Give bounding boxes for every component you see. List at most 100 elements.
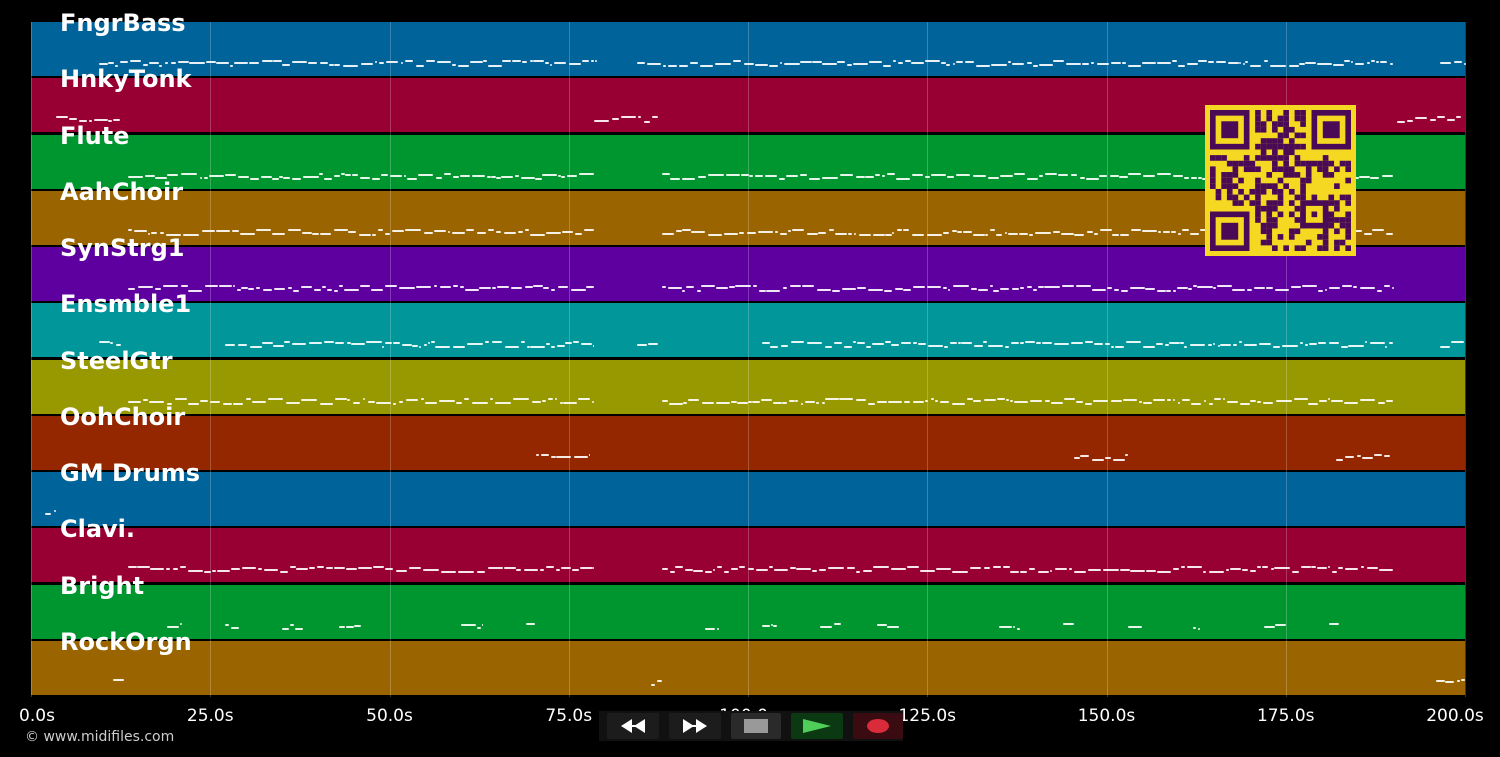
note bbox=[1439, 346, 1450, 349]
note bbox=[733, 60, 742, 62]
note bbox=[558, 286, 569, 288]
track-gm-drums[interactable]: GM Drums bbox=[31, 459, 1465, 526]
note bbox=[1182, 228, 1190, 231]
piano-roll[interactable]: FngrBass HnkyTonk Flute AahChoir SynStrg1 Ens… bbox=[31, 9, 1466, 697]
note bbox=[900, 342, 912, 345]
note bbox=[687, 398, 699, 401]
note bbox=[272, 232, 285, 235]
note bbox=[1184, 346, 1188, 349]
track-clavi-[interactable]: Clavi. bbox=[31, 515, 1465, 583]
note bbox=[962, 230, 972, 233]
note bbox=[789, 399, 795, 402]
note bbox=[391, 229, 404, 232]
note bbox=[885, 233, 892, 236]
note bbox=[876, 400, 888, 403]
note bbox=[1328, 622, 1340, 625]
note bbox=[1121, 290, 1128, 292]
note bbox=[1094, 343, 1104, 346]
note bbox=[774, 230, 779, 233]
rewind-button[interactable] bbox=[607, 713, 659, 739]
note bbox=[755, 174, 763, 177]
gridline bbox=[568, 22, 570, 697]
note bbox=[110, 342, 114, 345]
note bbox=[1122, 398, 1138, 401]
track-synstrg1[interactable]: SynStrg1 bbox=[31, 234, 1465, 301]
note bbox=[440, 571, 456, 574]
note bbox=[553, 62, 566, 64]
note bbox=[1156, 571, 1172, 574]
note bbox=[1318, 399, 1327, 402]
note bbox=[371, 233, 377, 236]
note bbox=[572, 569, 580, 572]
note bbox=[366, 341, 382, 344]
note bbox=[359, 285, 370, 287]
track-steelgtr[interactable]: SteelGtr bbox=[31, 347, 1465, 414]
note bbox=[1087, 569, 1102, 572]
note bbox=[735, 285, 751, 287]
note bbox=[716, 627, 720, 630]
track-bright[interactable]: Bright bbox=[31, 572, 1465, 639]
note bbox=[326, 567, 333, 570]
note bbox=[180, 622, 182, 625]
note bbox=[354, 624, 361, 627]
note bbox=[1217, 285, 1232, 287]
note bbox=[1125, 341, 1141, 344]
fast-forward-button[interactable] bbox=[669, 713, 721, 739]
note bbox=[748, 568, 755, 571]
note bbox=[1453, 61, 1463, 63]
note bbox=[646, 63, 662, 65]
note bbox=[79, 120, 87, 123]
tick-label: 50.0s bbox=[366, 706, 413, 726]
note bbox=[1186, 566, 1203, 569]
note bbox=[459, 174, 471, 177]
gridline bbox=[748, 22, 749, 697]
note bbox=[533, 60, 545, 62]
note bbox=[917, 343, 926, 346]
note bbox=[983, 341, 988, 344]
note bbox=[149, 568, 164, 571]
note bbox=[1167, 398, 1171, 401]
note bbox=[229, 65, 234, 67]
play-button[interactable] bbox=[791, 713, 843, 739]
track-fngrbass[interactable]: FngrBass bbox=[31, 9, 1466, 76]
note bbox=[1087, 230, 1093, 233]
note bbox=[559, 401, 563, 404]
note bbox=[385, 61, 398, 63]
note bbox=[424, 231, 434, 234]
stop-button[interactable] bbox=[731, 713, 781, 739]
note bbox=[1033, 65, 1038, 67]
note bbox=[281, 627, 290, 630]
note bbox=[855, 175, 865, 178]
note bbox=[563, 401, 578, 404]
note bbox=[766, 290, 780, 292]
qr-code bbox=[1205, 105, 1356, 256]
note bbox=[1029, 399, 1043, 402]
note bbox=[668, 65, 678, 67]
note bbox=[321, 286, 326, 288]
note bbox=[423, 344, 428, 347]
gridline bbox=[389, 22, 391, 697]
note bbox=[166, 402, 173, 405]
note bbox=[1198, 60, 1207, 62]
note bbox=[328, 64, 335, 66]
note bbox=[1254, 287, 1265, 289]
note bbox=[856, 342, 866, 345]
note bbox=[359, 233, 372, 236]
track-ensmble1[interactable]: Ensmble1 bbox=[31, 290, 1465, 358]
note bbox=[1250, 399, 1257, 402]
note bbox=[69, 118, 77, 121]
note bbox=[1060, 232, 1074, 235]
track-rockorgn[interactable]: RockOrgn bbox=[31, 628, 1465, 695]
note bbox=[289, 623, 295, 626]
note bbox=[1247, 289, 1253, 291]
note bbox=[1239, 341, 1243, 344]
note bbox=[621, 116, 637, 119]
note bbox=[1180, 342, 1184, 345]
track-oohchoir[interactable]: OohChoir bbox=[31, 403, 1465, 470]
note bbox=[651, 116, 659, 119]
record-button[interactable] bbox=[853, 713, 903, 739]
note bbox=[881, 174, 885, 177]
note bbox=[1341, 346, 1348, 349]
note bbox=[108, 120, 113, 123]
note bbox=[1110, 346, 1115, 349]
